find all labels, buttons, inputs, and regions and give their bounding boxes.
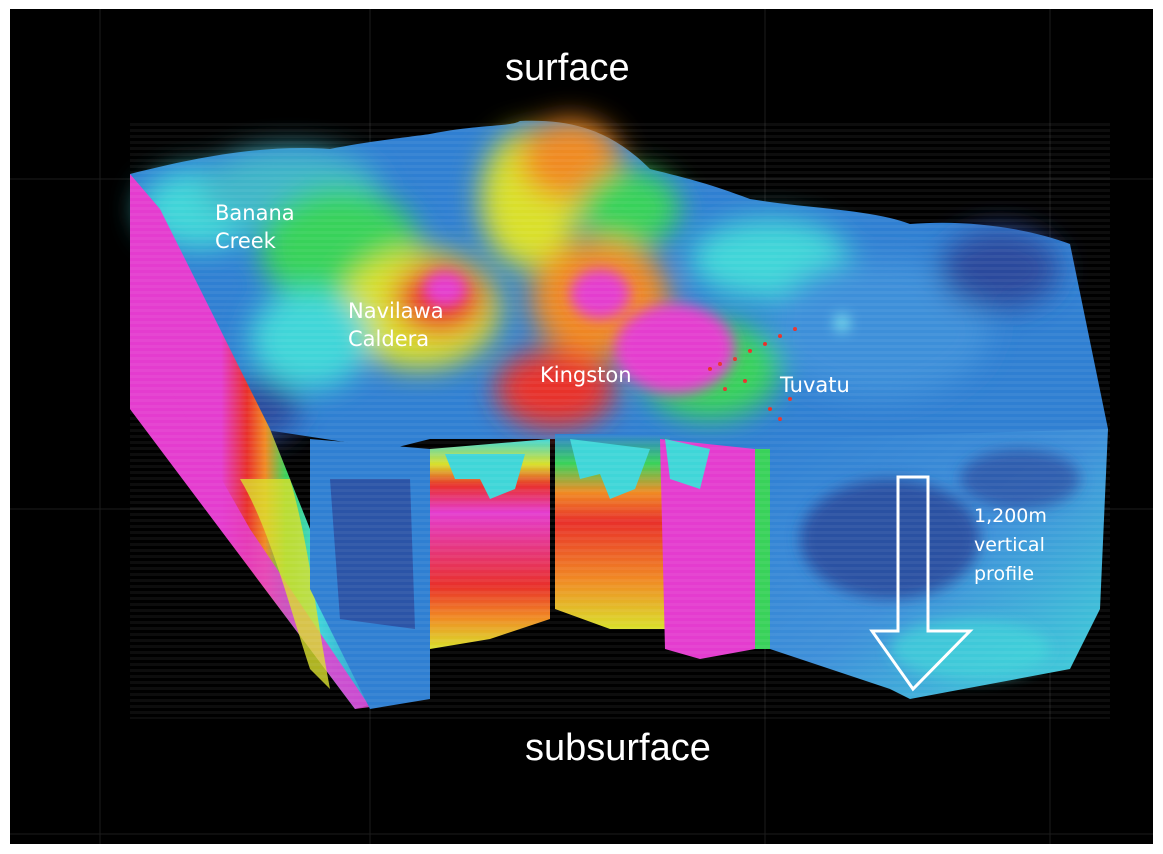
navilawa-caldera-label: Navilawa Caldera	[348, 297, 444, 353]
resistivity-block-model	[10, 9, 1153, 844]
tuvatu-label: Tuvatu	[780, 371, 850, 399]
figure-canvas: surface subsurface Banana Creek Navilawa…	[10, 9, 1153, 844]
vertical-profile-note: 1,200m vertical profile	[974, 502, 1047, 589]
kingston-label: Kingston	[540, 361, 632, 389]
banana-creek-label: Banana Creek	[215, 199, 295, 255]
surface-label: surface	[505, 47, 630, 90]
subsurface-label: subsurface	[525, 727, 711, 770]
